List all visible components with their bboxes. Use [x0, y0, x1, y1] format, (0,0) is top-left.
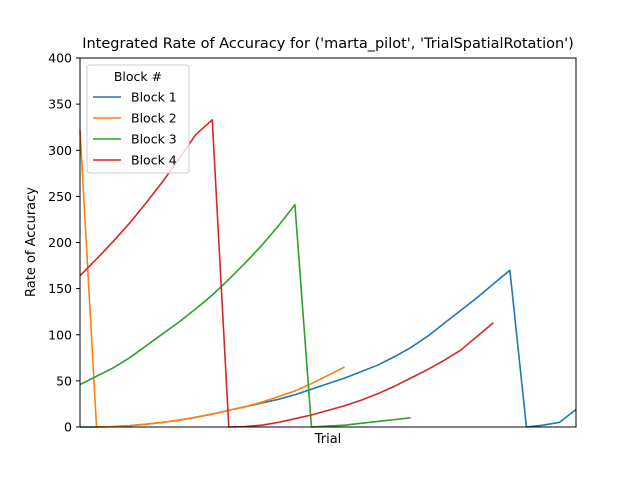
- legend: Block # Block 1 Block 2 Block 3 Block 4: [86, 64, 190, 174]
- chart-title: Integrated Rate of Accuracy for ('marta_…: [82, 36, 574, 52]
- y-tick-label: 0: [64, 420, 72, 435]
- x-axis-label: Trial: [314, 432, 342, 447]
- y-axis-label: Rate of Accuracy: [24, 187, 39, 297]
- legend-label-block-1: Block 1: [131, 90, 177, 105]
- y-tick-label: 100: [48, 327, 72, 342]
- y-tick-label: 150: [48, 281, 72, 296]
- legend-box: [86, 64, 190, 174]
- y-tick-label: 350: [48, 97, 72, 112]
- y-tick-label: 250: [48, 189, 72, 204]
- legend-label-block-3: Block 3: [131, 132, 177, 147]
- series-line-block-3: [79, 203, 411, 428]
- legend-title: Block #: [114, 69, 162, 84]
- y-tick-label: 300: [48, 143, 72, 158]
- y-ticks: 0 50 100 150 200 250 300 350 400: [48, 51, 80, 435]
- y-tick-label: 200: [48, 235, 72, 250]
- legend-label-block-2: Block 2: [131, 111, 177, 126]
- legend-entries: Block 1 Block 2 Block 3 Block 4: [93, 90, 177, 168]
- series-line-block-2: [79, 129, 345, 428]
- y-tick-label: 50: [56, 373, 72, 388]
- y-tick-label: 400: [48, 51, 72, 66]
- series-line-block-4: [79, 119, 494, 428]
- legend-label-block-4: Block 4: [131, 153, 177, 168]
- series-layer: [79, 119, 577, 428]
